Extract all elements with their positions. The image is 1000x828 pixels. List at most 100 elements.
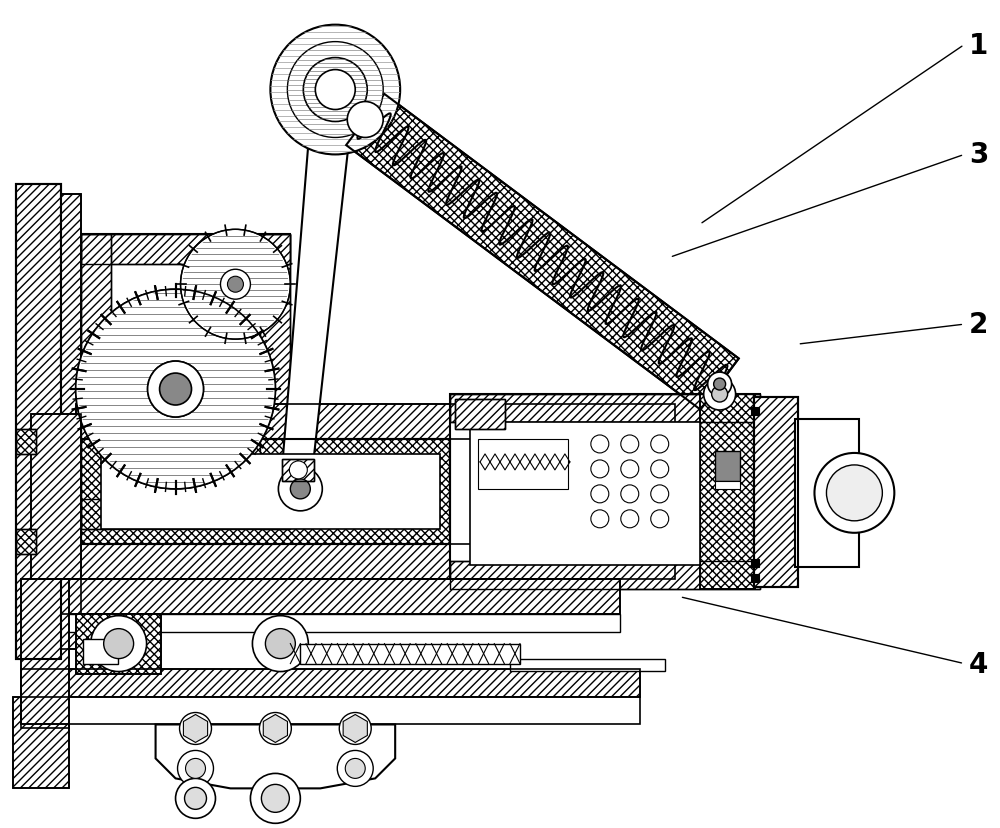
Circle shape (621, 485, 639, 503)
Circle shape (252, 616, 308, 672)
Bar (21, 579, 69, 729)
Circle shape (104, 629, 134, 659)
Bar (16, 430, 36, 455)
Bar (21, 669, 640, 696)
Bar (81, 440, 450, 544)
Bar (282, 460, 314, 481)
Circle shape (181, 230, 290, 339)
Text: 4: 4 (969, 650, 989, 678)
Bar (16, 529, 36, 554)
Bar (795, 420, 859, 567)
Bar (61, 614, 620, 632)
Bar (101, 455, 440, 529)
Bar (700, 395, 755, 589)
Circle shape (259, 713, 291, 744)
Circle shape (265, 629, 295, 659)
Bar (61, 195, 81, 649)
Circle shape (337, 750, 373, 787)
Circle shape (287, 42, 383, 138)
Circle shape (290, 479, 310, 499)
Circle shape (186, 758, 205, 778)
Bar (450, 395, 760, 422)
Bar (260, 235, 290, 529)
Bar (61, 195, 81, 649)
Circle shape (160, 373, 192, 406)
Circle shape (289, 461, 307, 479)
Bar (61, 579, 620, 614)
Bar (450, 395, 760, 589)
Bar (478, 440, 568, 489)
Bar (455, 400, 505, 430)
Bar (21, 579, 69, 729)
Bar (76, 614, 161, 674)
Circle shape (270, 26, 400, 155)
Circle shape (591, 436, 609, 454)
Bar (21, 669, 640, 696)
Bar (450, 561, 760, 589)
Bar (83, 639, 118, 664)
Bar (450, 561, 760, 589)
Circle shape (315, 70, 355, 110)
Polygon shape (343, 715, 367, 743)
Bar (510, 659, 665, 671)
Circle shape (261, 784, 289, 812)
Circle shape (651, 485, 669, 503)
Circle shape (180, 713, 211, 744)
Circle shape (651, 436, 669, 454)
Bar (81, 440, 450, 544)
Bar (31, 415, 81, 579)
Circle shape (621, 460, 639, 479)
Bar (16, 185, 61, 659)
Bar (282, 460, 314, 481)
Bar (260, 235, 290, 529)
Bar (76, 614, 161, 674)
Bar (81, 499, 290, 529)
Circle shape (347, 103, 383, 138)
Circle shape (250, 773, 300, 823)
Bar (455, 400, 505, 430)
Text: 2: 2 (969, 310, 989, 339)
Circle shape (651, 510, 669, 528)
Circle shape (621, 436, 639, 454)
Circle shape (76, 290, 275, 489)
Bar (76, 544, 675, 579)
Polygon shape (346, 94, 739, 410)
Circle shape (148, 362, 203, 417)
Bar (751, 574, 759, 582)
Circle shape (76, 290, 275, 489)
Circle shape (278, 467, 322, 511)
Circle shape (160, 373, 192, 406)
Bar (751, 559, 759, 567)
Bar (700, 395, 755, 589)
Bar (76, 405, 675, 440)
Circle shape (651, 460, 669, 479)
Circle shape (712, 387, 728, 402)
Circle shape (148, 362, 203, 417)
Bar (81, 499, 290, 529)
Bar (16, 185, 61, 659)
Circle shape (708, 373, 732, 397)
Bar (76, 405, 675, 440)
Bar (81, 235, 290, 265)
Bar (81, 235, 111, 529)
Bar (754, 397, 798, 587)
Bar (754, 397, 798, 587)
Bar (31, 415, 81, 579)
Text: 3: 3 (969, 142, 989, 169)
Bar (16, 430, 36, 455)
Circle shape (591, 485, 609, 503)
Circle shape (591, 510, 609, 528)
Bar (300, 644, 520, 664)
Bar (470, 422, 700, 565)
Bar (21, 696, 640, 724)
Bar (61, 579, 620, 614)
Bar (16, 529, 36, 554)
Polygon shape (280, 120, 350, 489)
Polygon shape (13, 696, 69, 788)
Bar (76, 544, 675, 579)
Circle shape (591, 460, 609, 479)
Bar (81, 235, 290, 529)
Circle shape (220, 270, 250, 300)
Text: 1: 1 (969, 31, 988, 60)
Circle shape (826, 465, 882, 521)
